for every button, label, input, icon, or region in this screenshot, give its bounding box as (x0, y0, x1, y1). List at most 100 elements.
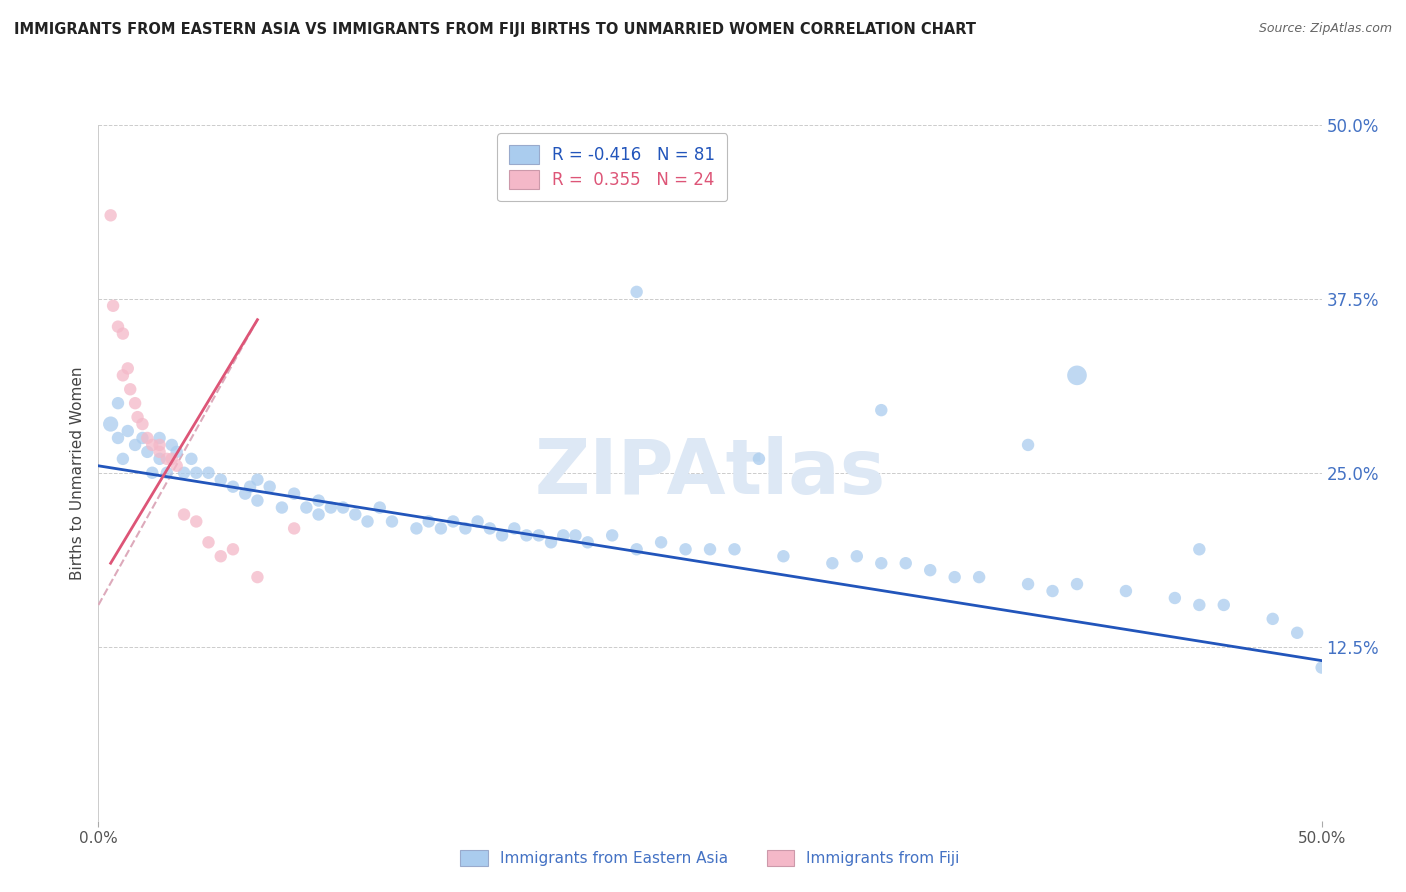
Point (540, 535, 562, 549)
Point (136, 445, 159, 459)
Point (553, 528, 575, 542)
Point (246, 493, 269, 508)
Point (1212, 598, 1234, 612)
Text: ZIPAtlas: ZIPAtlas (534, 436, 886, 509)
Point (430, 521, 453, 535)
Point (246, 473, 269, 487)
Point (107, 431, 129, 445)
Point (967, 570, 990, 584)
Y-axis label: Births to Unmarried Women: Births to Unmarried Women (70, 366, 86, 580)
Point (319, 500, 342, 515)
Point (209, 473, 232, 487)
Legend: Immigrants from Eastern Asia, Immigrants from Fiji: Immigrants from Eastern Asia, Immigrants… (454, 844, 966, 872)
Point (332, 500, 354, 515)
Point (160, 451, 183, 466)
Point (124, 396, 146, 410)
Point (149, 445, 172, 459)
Point (156, 466, 179, 480)
Point (270, 500, 294, 515)
Point (626, 285, 648, 299)
Point (699, 542, 721, 557)
Point (308, 508, 330, 522)
Point (1017, 438, 1039, 452)
Point (650, 535, 672, 549)
Point (515, 528, 537, 542)
Point (1042, 584, 1064, 599)
Text: IMMIGRANTS FROM EASTERN ASIA VS IMMIGRANTS FROM FIJI BIRTHS TO UNMARRIED WOMEN C: IMMIGRANTS FROM EASTERN ASIA VS IMMIGRAN… (14, 22, 976, 37)
Point (1261, 612, 1284, 626)
Point (111, 326, 134, 341)
Point (503, 521, 526, 535)
Point (943, 570, 966, 584)
Point (344, 508, 367, 522)
Point (117, 424, 139, 438)
Point (1066, 577, 1088, 591)
Point (209, 549, 232, 564)
Point (418, 515, 440, 529)
Point (283, 486, 305, 500)
Point (131, 431, 153, 445)
Point (156, 451, 179, 466)
Point (821, 556, 844, 570)
Point (141, 438, 163, 452)
Point (491, 528, 513, 542)
Point (160, 438, 183, 452)
Point (308, 493, 330, 508)
Point (870, 403, 893, 417)
Point (166, 445, 188, 459)
Text: Source: ZipAtlas.com: Source: ZipAtlas.com (1258, 22, 1392, 36)
Point (675, 542, 697, 557)
Point (107, 319, 129, 334)
Point (124, 438, 146, 452)
Point (478, 521, 501, 535)
Point (131, 417, 153, 431)
Point (381, 515, 404, 529)
Point (136, 431, 159, 445)
Point (149, 451, 172, 466)
Point (1188, 542, 1211, 557)
Point (117, 361, 139, 376)
Point (1164, 591, 1187, 605)
Point (295, 500, 318, 515)
Point (111, 451, 134, 466)
Point (141, 466, 163, 480)
Point (405, 521, 427, 535)
Point (197, 466, 219, 480)
Point (870, 556, 893, 570)
Point (173, 508, 195, 522)
Point (246, 570, 269, 584)
Point (111, 368, 134, 383)
Point (626, 542, 648, 557)
Point (467, 515, 489, 529)
Point (1188, 598, 1211, 612)
Point (1115, 584, 1137, 599)
Point (1310, 660, 1333, 674)
Point (233, 486, 256, 500)
Point (127, 410, 149, 425)
Point (723, 542, 745, 557)
Point (107, 396, 129, 410)
Point (180, 451, 202, 466)
Point (283, 521, 305, 535)
Point (149, 431, 172, 445)
Point (441, 515, 464, 529)
Point (1017, 577, 1039, 591)
Point (356, 515, 378, 529)
Point (120, 382, 142, 396)
Point (1066, 368, 1088, 383)
Point (186, 515, 208, 529)
Point (100, 417, 122, 431)
Point (894, 556, 917, 570)
Point (259, 480, 281, 494)
Point (920, 563, 942, 577)
Point (454, 521, 477, 535)
Point (222, 480, 245, 494)
Point (100, 208, 122, 222)
Point (564, 528, 586, 542)
Point (772, 549, 794, 564)
Point (845, 549, 868, 564)
Point (368, 500, 391, 515)
Point (101, 299, 124, 313)
Point (600, 528, 623, 542)
Point (576, 535, 599, 549)
